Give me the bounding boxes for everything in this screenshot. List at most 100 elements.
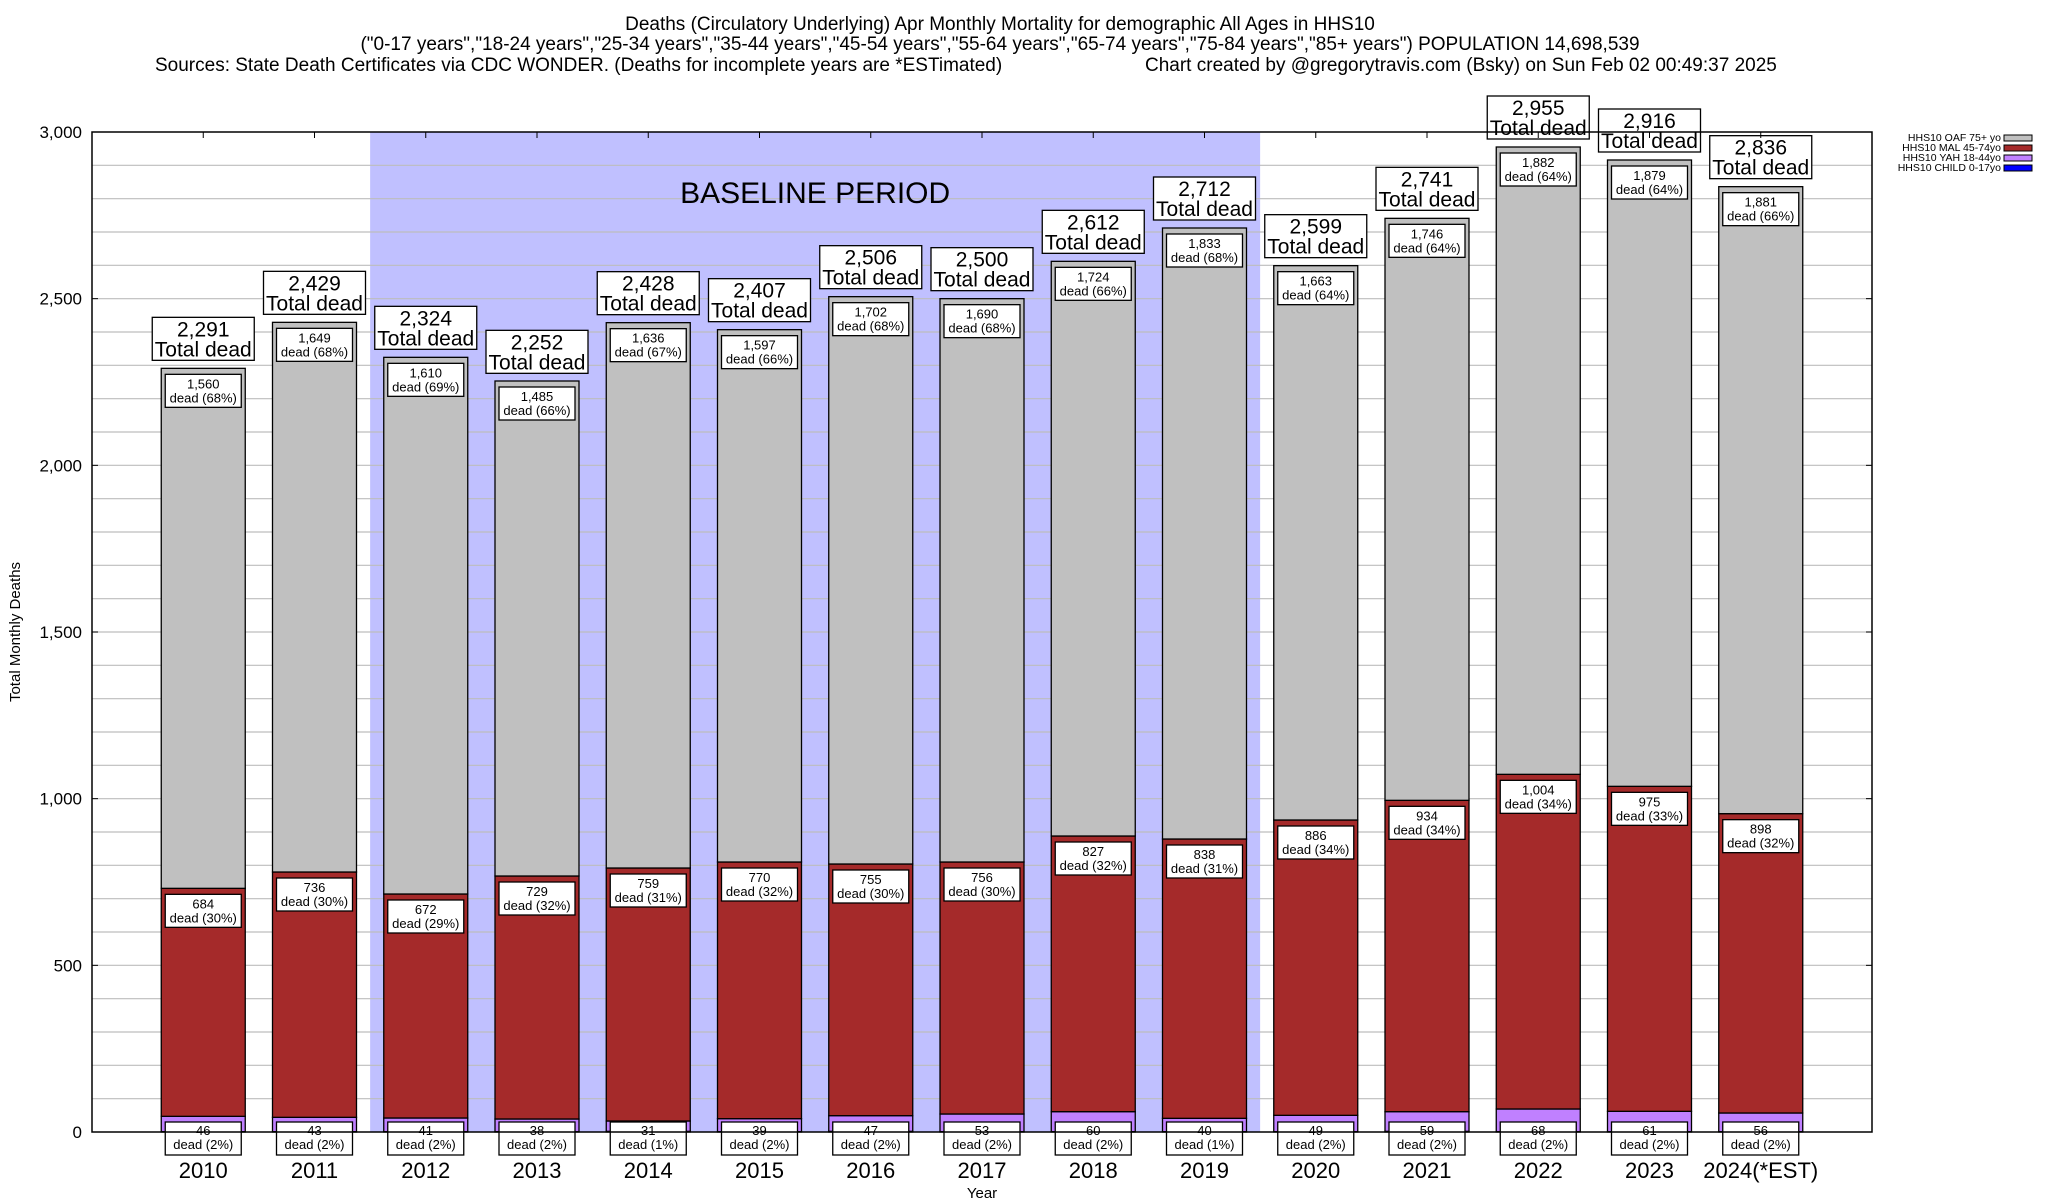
- yah-value-label: 39: [752, 1123, 766, 1138]
- mal-pct-label: dead (31%): [1171, 861, 1238, 876]
- total-suffix-label: Total dead: [1490, 117, 1587, 140]
- mal-value-label: 684: [192, 896, 214, 911]
- mal-pct-label: dead (32%): [1727, 836, 1794, 851]
- oaf-label-box: [164, 373, 242, 408]
- yah-value-label: 68: [1531, 1123, 1545, 1138]
- mal-pct-label: dead (30%): [170, 910, 237, 925]
- bar-segment-mal: [1161, 838, 1248, 1119]
- oaf-pct-label: dead (66%): [503, 403, 570, 418]
- yah-pct-label: dead (2%): [1731, 1137, 1791, 1152]
- yah-label-box: [1165, 1121, 1244, 1156]
- y-tick-label: 1,500: [39, 623, 82, 642]
- legend-swatch: [2003, 154, 2033, 162]
- oaf-pct-label: dead (64%): [1393, 240, 1460, 255]
- yah-pct-label: dead (2%): [1063, 1137, 1123, 1152]
- mal-label-box: [1722, 819, 1800, 854]
- total-suffix-label: Total dead: [489, 351, 586, 374]
- oaf-label-box: [275, 327, 354, 362]
- baseline-period-label: BASELINE PERIOD: [680, 177, 950, 210]
- mal-value-label: 756: [971, 870, 993, 885]
- total-value-label: 2,428: [622, 273, 675, 296]
- total-suffix-label: Total dead: [1267, 236, 1364, 259]
- total-suffix-label: Total dead: [822, 267, 919, 290]
- total-suffix-label: Total dead: [1379, 188, 1476, 211]
- y-tick-label: 3,000: [39, 123, 82, 142]
- yah-pct-label: dead (2%): [841, 1137, 901, 1152]
- oaf-value-label: 1,636: [632, 331, 665, 346]
- oaf-value-label: 1,724: [1077, 269, 1110, 284]
- chart-title-line-1: Deaths (Circulatory Underlying) Apr Mont…: [625, 14, 1375, 35]
- bar-segment-oaf: [1273, 265, 1359, 821]
- oaf-value-label: 1,597: [743, 338, 776, 353]
- mal-pct-label: dead (32%): [503, 898, 570, 913]
- mal-label-box: [1054, 841, 1132, 876]
- x-tick-label: 2020: [1291, 1158, 1340, 1183]
- yah-pct-label: dead (2%): [730, 1137, 790, 1152]
- mal-pct-label: dead (34%): [1282, 842, 1349, 857]
- y-tick-label: 1,000: [39, 790, 82, 809]
- x-tick-label: 2022: [1514, 1158, 1563, 1183]
- bar-segment-oaf: [716, 329, 803, 863]
- yah-label-box: [1277, 1121, 1355, 1156]
- plot-area: BASELINE PERIOD 0 500 1,000 1,500 2,000 2,500 3…: [39, 95, 1873, 1183]
- oaf-pct-label: dead (68%): [1171, 250, 1238, 265]
- yah-value-label: 31: [641, 1123, 655, 1138]
- x-tick-label: 2018: [1069, 1158, 1118, 1183]
- oaf-pct-label: dead (68%): [281, 344, 348, 359]
- x-tick-label: 2023: [1625, 1158, 1674, 1183]
- total-label-box: [1264, 214, 1368, 259]
- yah-value-label: 43: [307, 1123, 321, 1138]
- yah-pct-label: dead (2%): [1397, 1137, 1457, 1152]
- mal-value-label: 827: [1082, 844, 1104, 859]
- oaf-value-label: 1,690: [966, 307, 999, 322]
- total-suffix-label: Total dead: [711, 300, 808, 323]
- mal-pct-label: dead (30%): [281, 894, 348, 909]
- y-tick-label: 0: [73, 1123, 82, 1142]
- chart-sources: Sources: State Death Certificates via CD…: [155, 55, 1002, 76]
- bar-segment-oaf: [1606, 159, 1693, 787]
- bar-segment-mal: [1273, 819, 1359, 1116]
- oaf-pct-label: dead (68%): [948, 321, 1015, 336]
- x-tick-label: 2016: [846, 1158, 895, 1183]
- mal-label-box: [1388, 805, 1466, 840]
- total-value-label: 2,500: [956, 249, 1009, 272]
- bar-segment-mal: [494, 875, 580, 1120]
- yah-value-label: 41: [419, 1123, 433, 1138]
- total-label-box: [1152, 176, 1257, 221]
- total-suffix-label: Total dead: [377, 327, 474, 350]
- oaf-pct-label: dead (69%): [392, 379, 459, 394]
- bar-segment-oaf: [939, 298, 1025, 863]
- oaf-value-label: 1,610: [409, 365, 442, 380]
- total-suffix-label: Total dead: [266, 292, 363, 315]
- mal-pct-label: dead (30%): [837, 886, 904, 901]
- oaf-pct-label: dead (68%): [170, 390, 237, 405]
- mal-value-label: 1,004: [1522, 782, 1555, 797]
- bar-segment-mal: [1050, 835, 1136, 1113]
- mal-value-label: 736: [304, 880, 326, 895]
- oaf-pct-label: dead (67%): [615, 345, 682, 360]
- oaf-pct-label: dead (64%): [1282, 288, 1349, 303]
- oaf-pct-label: dead (66%): [1727, 209, 1794, 224]
- oaf-label-box: [1165, 233, 1244, 268]
- oaf-pct-label: dead (64%): [1505, 169, 1572, 184]
- total-value-label: 2,252: [511, 331, 564, 354]
- legend-swatch: [2003, 134, 2033, 142]
- x-tick-label: 2019: [1180, 1158, 1229, 1183]
- yah-pct-label: dead (1%): [1175, 1137, 1235, 1152]
- total-label-box: [596, 271, 700, 316]
- x-tick-label: 2017: [958, 1158, 1007, 1183]
- mal-pct-label: dead (30%): [948, 884, 1015, 899]
- oaf-label-box: [720, 335, 799, 370]
- mal-value-label: 672: [415, 902, 437, 917]
- yah-label-box: [609, 1121, 687, 1156]
- x-tick-label: 2011: [291, 1158, 338, 1183]
- x-tick-label: 2014: [624, 1158, 673, 1183]
- oaf-value-label: 1,833: [1188, 236, 1221, 251]
- total-suffix-label: Total dead: [1601, 130, 1698, 153]
- legend-label: HHS10 OAF 75+ yo: [1908, 132, 2001, 144]
- total-suffix-label: Total dead: [1156, 198, 1253, 221]
- mal-pct-label: dead (32%): [726, 884, 793, 899]
- yah-label-box: [164, 1121, 242, 1156]
- bar-segment-oaf: [383, 356, 469, 895]
- bar-segment-mal: [1384, 799, 1470, 1113]
